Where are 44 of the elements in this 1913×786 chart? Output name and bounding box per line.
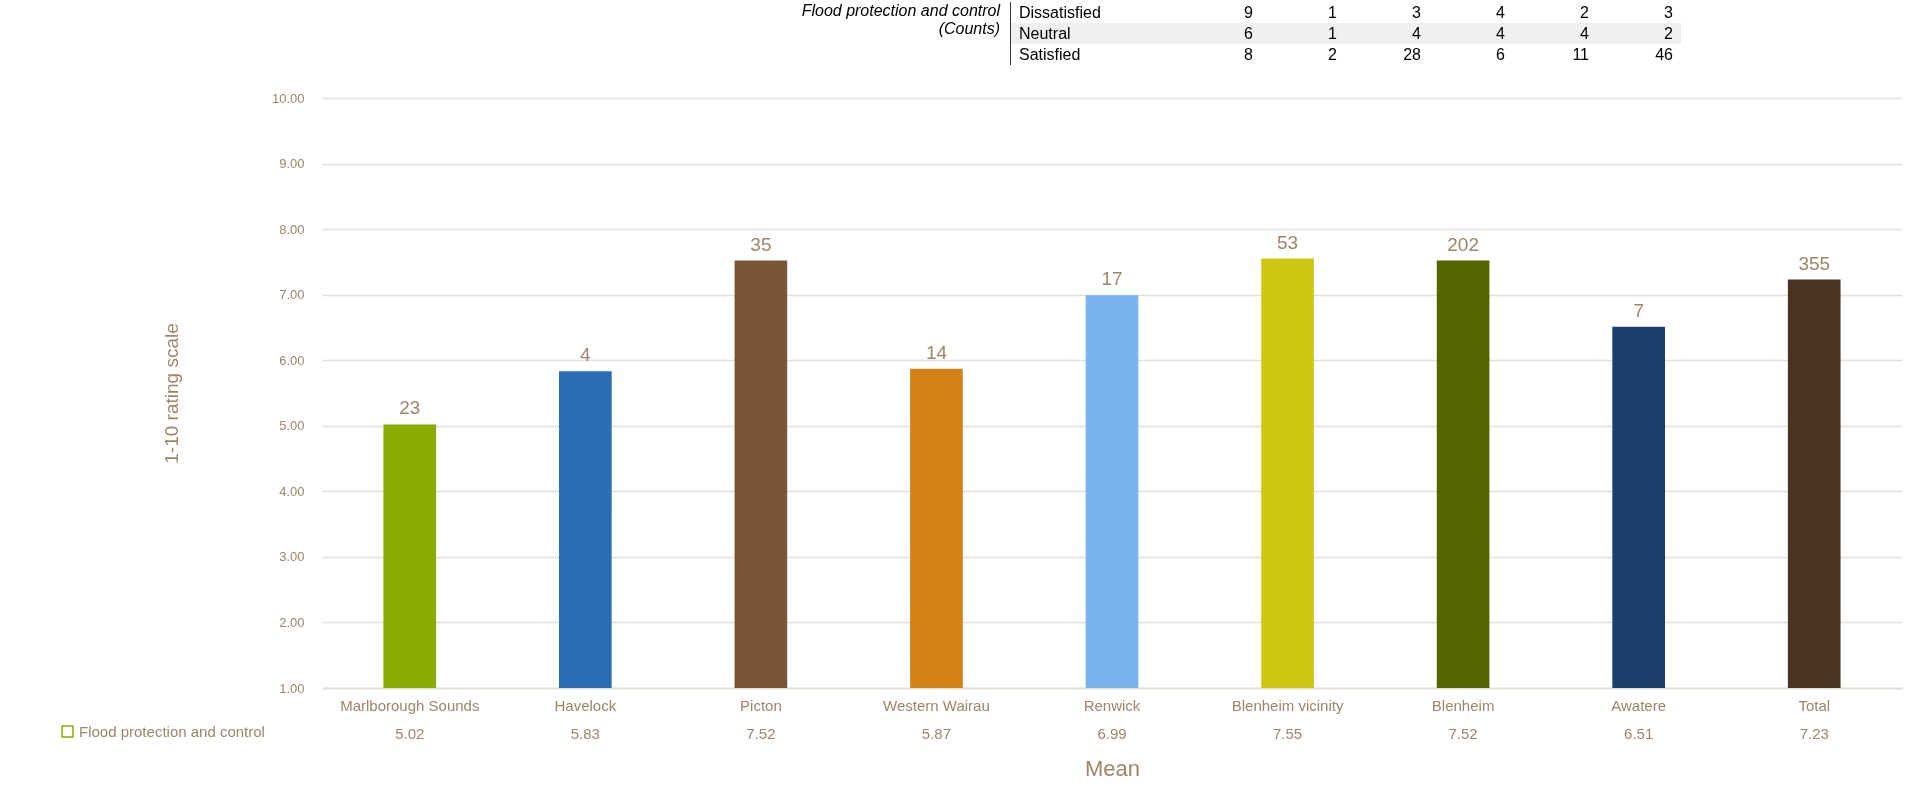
- y-tick-label: 7.00: [279, 287, 305, 303]
- y-tick-label: 6.00: [279, 352, 305, 368]
- x-tick-label: Blenheim: [1431, 696, 1495, 714]
- y-tick-label: 8.00: [279, 221, 305, 237]
- legend-label: Flood protection and control: [79, 722, 265, 740]
- x-tick-label: Havelock: [554, 696, 617, 714]
- data-label: 5.87: [921, 725, 952, 742]
- x-tick-label: Total: [1798, 696, 1831, 714]
- text: 53: [1276, 231, 1299, 253]
- text: 7: [1633, 299, 1644, 321]
- data-label: 7.52: [1448, 725, 1478, 742]
- text: 14: [925, 341, 948, 363]
- text: 202: [1447, 233, 1479, 255]
- y-tick-label: 2.00: [279, 614, 305, 630]
- text: 35: [750, 233, 772, 255]
- data-label: 5.02: [395, 725, 425, 742]
- y-tick-label: 5.00: [279, 418, 305, 434]
- text: 4: [580, 344, 591, 366]
- y-tick-label: 10.00: [271, 90, 305, 106]
- text: Flood protection and control (Counts): [760, 2, 1011, 65]
- x-tick-label: Blenheim vicinity: [1231, 696, 1344, 714]
- x-tick-label: Renwick: [1083, 696, 1141, 714]
- text: 17: [1101, 268, 1123, 290]
- y-tick-label: 3.00: [279, 549, 305, 565]
- data-label: 7.23: [1799, 725, 1829, 742]
- x-tick-label: Picton: [740, 696, 782, 714]
- x-tick-label: Western Wairau: [883, 696, 990, 714]
- x-axis-title: Mean: [1084, 755, 1141, 781]
- y-tick-label: 1.00: [279, 680, 305, 696]
- data-label: 5.83: [570, 725, 600, 742]
- text: Dissatisfied 9 1 3 4 2 3: [1019, 3, 1673, 21]
- text: Neutral 6 1 4 4 4 2: [1019, 24, 1673, 42]
- x-tick-label: Marlborough Sounds: [340, 696, 480, 714]
- data-label: 6.51: [1624, 725, 1654, 742]
- data-label: 7.55: [1272, 725, 1303, 742]
- data-label: 6.99: [1097, 725, 1127, 742]
- text: 355: [1798, 252, 1831, 274]
- text: 23: [399, 397, 421, 419]
- data-label: 7.52: [746, 725, 776, 742]
- text: Satisfied 8 2 28 6 11 46: [1019, 45, 1673, 63]
- y-axis-title: 1-10 rating scale: [160, 323, 182, 464]
- y-tick-label: 9.00: [279, 156, 305, 172]
- y-tick-label: 4.00: [279, 483, 305, 499]
- x-tick-label: Awatere: [1611, 696, 1667, 714]
